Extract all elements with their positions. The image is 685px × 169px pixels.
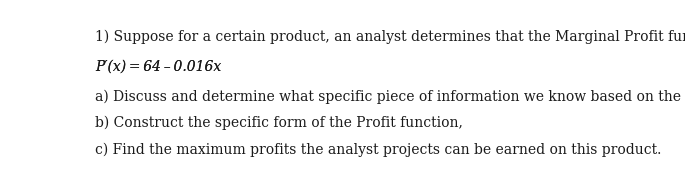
Text: c) Find the maximum profits the analyst projects can be earned on this product.: c) Find the maximum profits the analyst … [95, 143, 662, 157]
Text: b) Construct the specific form of the Profit function,: b) Construct the specific form of the Pr… [95, 115, 472, 130]
Text: 1) Suppose for a certain product, an analyst determines that the Marginal Profit: 1) Suppose for a certain product, an ana… [95, 29, 685, 44]
Text: P′(x) = 64 – 0.016x: P′(x) = 64 – 0.016x [95, 59, 221, 73]
Text: a) Discuss and determine what specific piece of information we know based on the: a) Discuss and determine what specific p… [95, 89, 685, 104]
Text: P′(x) = 64 – 0.016x and identifies the fixed costs at $50000.: P′(x) = 64 – 0.016x and identifies the f… [95, 59, 508, 73]
Text: P′(x) = 64 – 0.016x: P′(x) = 64 – 0.016x [95, 59, 221, 73]
